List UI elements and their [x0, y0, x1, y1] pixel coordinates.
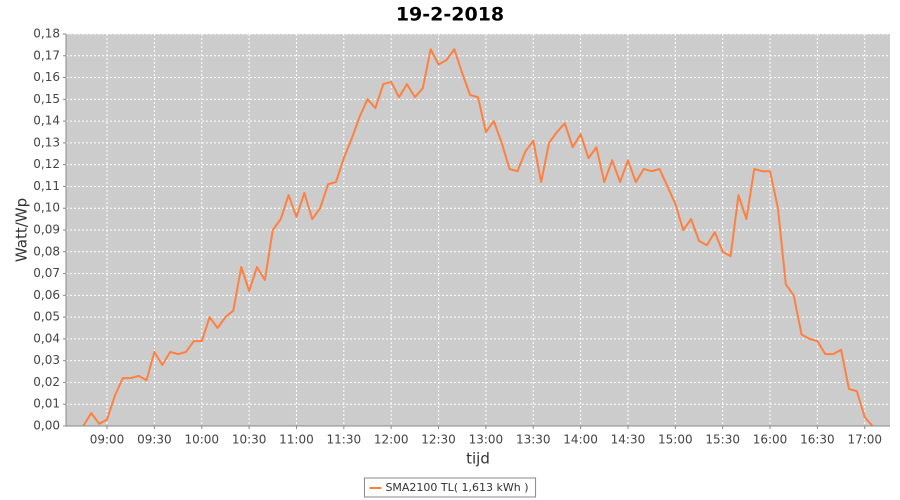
- y-tick-label: 0,04: [33, 331, 60, 345]
- x-tick-label: 09:00: [90, 433, 125, 447]
- y-tick-label: 0,02: [33, 375, 60, 389]
- y-tick-label: 0,16: [33, 70, 60, 84]
- x-tick-label: 10:30: [232, 433, 267, 447]
- y-tick-label: 0,05: [33, 310, 60, 324]
- series-line: [82, 48, 874, 427]
- y-tick-label: 0,12: [33, 157, 60, 171]
- x-tick-label: 09:30: [137, 433, 172, 447]
- legend-box: [363, 477, 537, 498]
- marks: [82, 48, 874, 427]
- y-tick-label: 0,14: [33, 114, 60, 128]
- x-tick-label: 14:00: [563, 433, 598, 447]
- y-tick-label: 0,11: [33, 179, 60, 193]
- x-axis-label: tijd: [466, 450, 490, 468]
- y-tick-label: 0,18: [33, 27, 60, 41]
- x-tick-label: 11:30: [327, 433, 362, 447]
- y-tick-label: 0,13: [33, 135, 60, 149]
- x-tick-label: 10:00: [184, 433, 219, 447]
- x-tick-label: 16:00: [753, 433, 788, 447]
- x-tick-label: 16:30: [800, 433, 835, 447]
- y-tick-label: 0,10: [33, 201, 60, 215]
- x-tick-label: 13:30: [516, 433, 551, 447]
- y-tick-label: 0,17: [33, 48, 60, 62]
- legend: SMA2100 TL( 1,613 kWh ): [363, 477, 537, 498]
- y-tick-label: 0,01: [33, 397, 60, 411]
- x-tick-label: 15:30: [705, 433, 740, 447]
- x-tick-label: 13:00: [469, 433, 504, 447]
- y-tick-label: 0,07: [33, 266, 60, 280]
- y-tick-label: 0,08: [33, 244, 60, 258]
- legend-label: SMA2100 TL( 1,613 kWh ): [385, 481, 528, 494]
- x-tick-label: 14:30: [611, 433, 646, 447]
- x-tick-label: 17:00: [847, 433, 882, 447]
- x-tick-label: 15:00: [658, 433, 693, 447]
- y-tick-label: 0,03: [33, 353, 60, 367]
- x-tick-label: 11:00: [279, 433, 314, 447]
- y-tick-label: 0,00: [33, 419, 60, 433]
- y-tick-label: 0,06: [33, 288, 60, 302]
- chart-title: 19-2-2018: [396, 4, 504, 26]
- y-tick-label: 0,09: [33, 223, 60, 237]
- x-tick-label: 12:00: [374, 433, 409, 447]
- y-axis-label: Watt/Wp: [13, 198, 31, 262]
- y-tick-label: 0,15: [33, 92, 60, 106]
- x-tick-label: 12:30: [421, 433, 456, 447]
